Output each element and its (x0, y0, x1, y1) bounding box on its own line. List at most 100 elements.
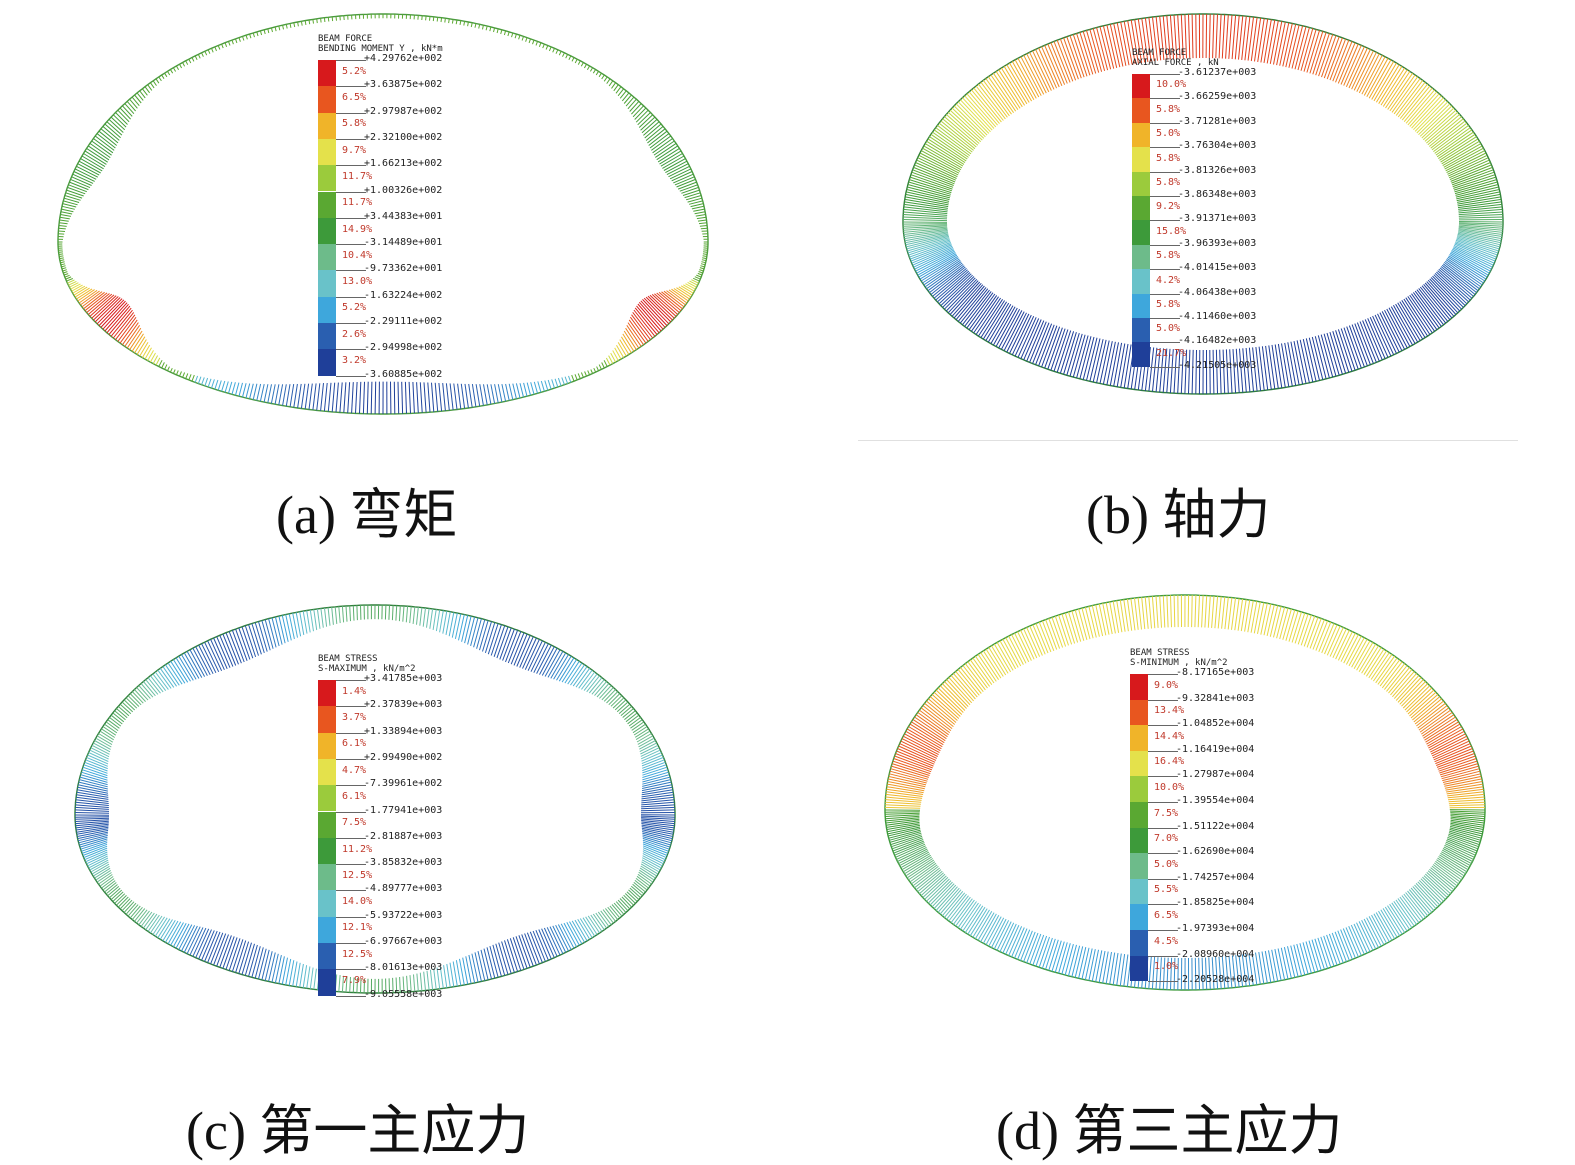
legend-color-swatch (1132, 196, 1150, 220)
contour-hatch (1313, 32, 1326, 74)
contour-hatch (1156, 596, 1158, 628)
contour-hatch (524, 383, 527, 396)
legend-color-swatch (1132, 147, 1150, 171)
legend-tick (336, 376, 366, 377)
contour-hatch (1092, 606, 1099, 637)
contour-hatch (681, 187, 698, 193)
contour-hatch (558, 925, 571, 950)
contour-hatch (394, 382, 395, 414)
contour-hatch (269, 953, 276, 982)
contour-hatch (232, 40, 233, 44)
contour-hatch (1103, 603, 1109, 634)
contour-hatch (576, 668, 590, 687)
contour-hatch (475, 24, 476, 28)
legend-value: -1.39554e+004 (1176, 795, 1254, 806)
contour-hatch (588, 371, 590, 375)
contour-hatch (385, 605, 386, 619)
contour-hatch (158, 670, 171, 688)
contour-hatch (533, 931, 545, 962)
legend-value: -1.62690e+004 (1176, 846, 1254, 857)
contour-hatch (1338, 931, 1350, 961)
legend: BEAM FORCE AXIAL FORCE , kN 10.0%5.8%5.0… (1132, 48, 1292, 371)
legend-tick (1150, 245, 1180, 246)
contour-hatch (1202, 595, 1204, 627)
legend-value: +2.37839e+003 (364, 699, 442, 710)
contour-hatch (503, 629, 515, 661)
contour-hatch (683, 190, 700, 195)
contour-hatch (701, 264, 705, 265)
contour-hatch (701, 228, 708, 229)
contour-hatch (317, 19, 318, 23)
contour-hatch (1232, 598, 1236, 630)
contour-hatch (1036, 623, 1048, 653)
contour-hatch (571, 665, 585, 685)
legend-color-swatch (1130, 725, 1148, 751)
contour-hatch (183, 63, 185, 67)
legend-tick (336, 759, 366, 760)
contour-hatch (1366, 649, 1384, 676)
contour-hatch (555, 379, 558, 387)
legend-percent: 14.9% (342, 224, 372, 235)
panel-axial-force: BEAM FORCE AXIAL FORCE , kN 10.0%5.8%5.0… (790, 0, 1575, 560)
contour-hatch (417, 607, 419, 625)
contour-hatch (1089, 949, 1095, 980)
legend-color-swatch (1130, 853, 1148, 879)
contour-hatch (615, 348, 621, 359)
contour-hatch (552, 379, 555, 388)
contour-hatch (399, 606, 400, 621)
contour-hatch (398, 382, 399, 414)
contour-hatch (564, 923, 577, 947)
contour-hatch (1297, 944, 1305, 975)
contour-hatch (433, 609, 436, 630)
legend-value: -3.14489e+001 (364, 237, 442, 248)
contour-hatch (186, 373, 188, 378)
contour-hatch (250, 34, 251, 38)
contour-hatch (236, 39, 237, 43)
contour-hatch (1015, 929, 1027, 959)
contour-hatch (396, 606, 397, 621)
contour-hatch (1171, 595, 1172, 627)
contour-hatch (614, 85, 619, 91)
legend-color-swatch (1130, 674, 1148, 700)
contour-hatch (572, 921, 584, 943)
contour-hatch (1027, 627, 1040, 656)
contour-hatch (1341, 930, 1353, 960)
contour-hatch (593, 70, 595, 74)
contour-hatch (699, 272, 703, 274)
legend-color-swatch (318, 812, 336, 838)
contour-hatch (275, 955, 281, 983)
contour-hatch (243, 383, 247, 397)
legend-tick (1148, 674, 1178, 675)
legend-value: -7.39961e+002 (364, 778, 442, 789)
contour-hatch (612, 83, 616, 89)
contour-hatch (688, 282, 697, 287)
contour-hatch (700, 268, 704, 269)
contour-hatch (703, 254, 707, 255)
legend-value: -3.96393e+003 (1178, 238, 1256, 249)
legend-tick (1148, 879, 1178, 880)
legend-percent: 11.2% (342, 844, 372, 855)
contour-hatch (1411, 694, 1438, 718)
contour-hatch (290, 384, 294, 407)
contour-hatch (1051, 43, 1067, 84)
contour-hatch (214, 934, 226, 966)
contour-hatch (246, 35, 247, 39)
contour-hatch (78, 164, 100, 175)
contour-hatch (586, 917, 598, 935)
contour-hatch (1343, 929, 1355, 959)
contour-hatch (298, 384, 302, 408)
contour-hatch (1070, 334, 1082, 376)
contour-hatch (585, 372, 587, 377)
contour-hatch (559, 51, 561, 55)
contour-hatch (1351, 925, 1364, 954)
contour-hatch (159, 77, 162, 81)
contour-hatch (328, 608, 330, 626)
legend-percent: 10.4% (342, 250, 372, 261)
contour-hatch (602, 75, 605, 79)
contour-hatch (490, 27, 491, 31)
legend-value: -4.89777e+003 (364, 883, 442, 894)
contour-hatch (64, 274, 68, 275)
contour-hatch (192, 58, 194, 62)
contour-hatch (286, 24, 287, 28)
contour-hatch (346, 606, 347, 622)
